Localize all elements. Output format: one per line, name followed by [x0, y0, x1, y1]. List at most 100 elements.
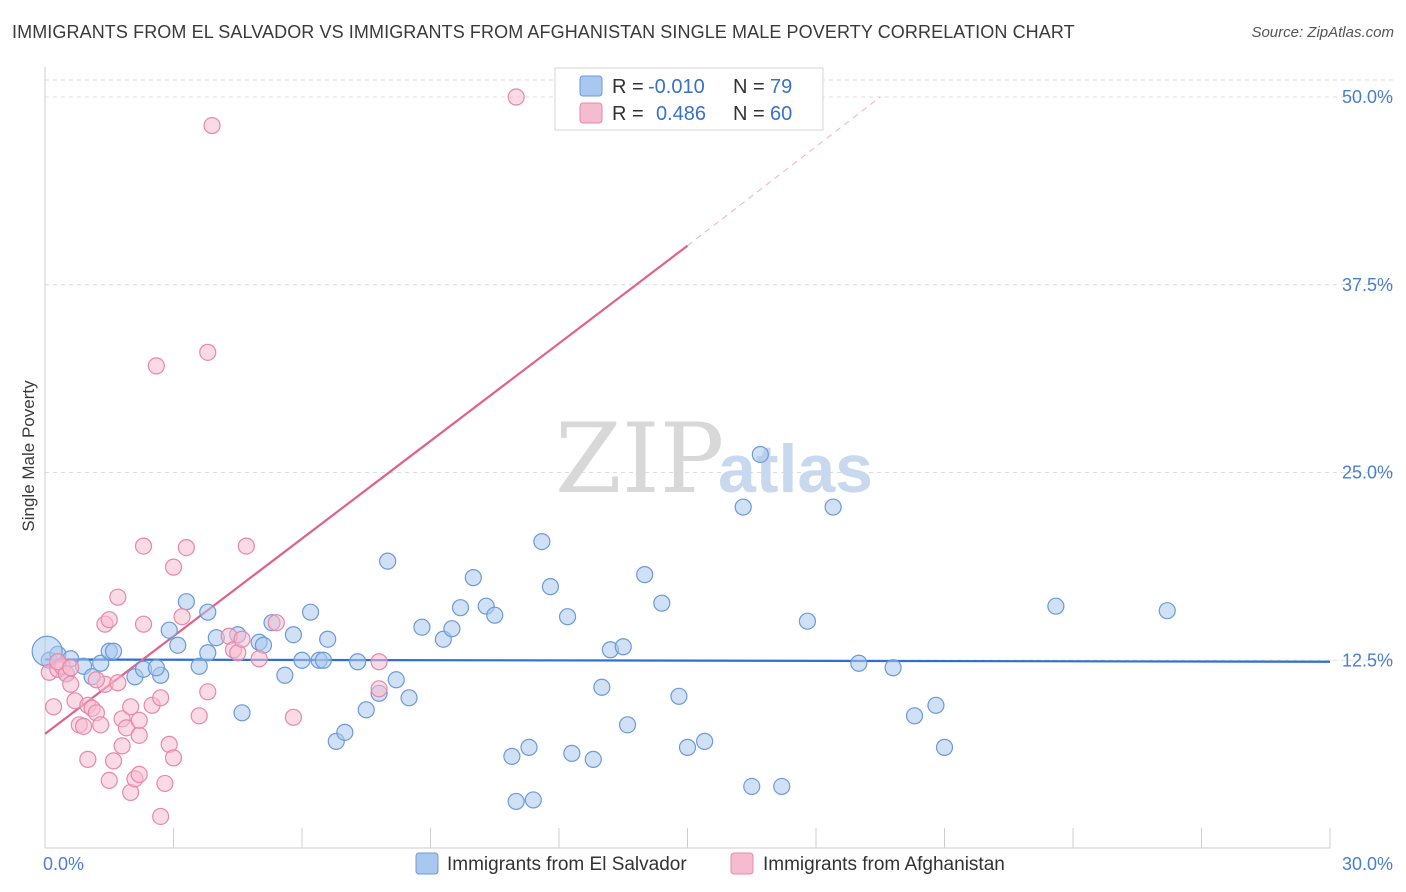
point-blue-6 [92, 654, 110, 672]
y-tick-label-0: 12.5% [1342, 650, 1393, 670]
trend-line-extension-pink [687, 96, 881, 247]
x-tick-label-0: 0.0% [43, 854, 84, 874]
point-blue-42 [464, 569, 482, 587]
y-tick-label-3: 50.0% [1342, 87, 1393, 107]
legend-r-value-2: 0.486 [656, 103, 706, 125]
point-pink-36 [164, 749, 183, 767]
point-pink-31 [152, 807, 170, 826]
bottom-legend-label-2: Immigrants from Afghanistan [763, 854, 1005, 875]
legend-swatch-pink [579, 102, 603, 124]
point-blue-66 [773, 777, 791, 796]
point-pink-13 [92, 716, 110, 734]
point-blue-48 [524, 791, 542, 809]
point-pink-41 [199, 683, 217, 701]
point-blue-37 [400, 689, 418, 707]
point-pink-39 [190, 707, 208, 725]
point-blue-68 [824, 498, 842, 516]
point-blue-65 [751, 445, 769, 464]
point-pink-5 [62, 675, 80, 693]
legend-n-value-1: 79 [770, 76, 792, 98]
point-blue-41 [451, 599, 470, 617]
point-blue-73 [935, 738, 954, 756]
legend-r-label-2: R = [612, 103, 644, 125]
point-blue-72 [927, 696, 945, 714]
point-blue-38 [413, 618, 431, 636]
point-pink-58 [130, 711, 148, 729]
point-pink-48 [250, 650, 268, 668]
point-blue-78 [314, 651, 333, 669]
legend-n-value-2: 60 [770, 103, 792, 125]
point-blue-16 [199, 603, 217, 621]
point-blue-50 [541, 578, 560, 596]
point-blue-56 [614, 638, 632, 656]
point-blue-24 [276, 666, 294, 684]
point-pink-51 [370, 653, 388, 671]
point-pink-16 [100, 611, 118, 629]
point-blue-67 [798, 612, 817, 630]
point-blue-58 [636, 566, 654, 584]
point-blue-70 [884, 659, 902, 677]
point-blue-40 [443, 620, 461, 638]
point-blue-64 [743, 777, 761, 796]
point-blue-13 [169, 636, 187, 654]
point-blue-62 [696, 732, 714, 750]
point-blue-59 [653, 594, 671, 612]
y-axis-label: Single Male Poverty [19, 380, 38, 532]
x-tick-label-1: 30.0% [1342, 854, 1393, 874]
correlation-legend: R = -0.010 N = 79 R = 0.486 N = 60 [554, 67, 824, 131]
point-pink-33 [156, 774, 174, 793]
point-blue-57 [618, 716, 637, 734]
point-blue-53 [584, 750, 602, 768]
point-blue-36 [387, 671, 405, 689]
trend-line-pink [44, 244, 689, 735]
axes [44, 67, 1331, 849]
point-pink-8 [74, 717, 93, 735]
point-pink-40 [199, 343, 217, 361]
chart-title: IMMIGRANTS FROM EL SALVADOR VS IMMIGRANT… [12, 22, 1075, 42]
y-tick-label-2: 37.5% [1342, 275, 1393, 295]
point-blue-12 [160, 621, 178, 639]
point-pink-35 [164, 558, 183, 576]
point-pink-32 [152, 689, 170, 707]
point-pink-30 [147, 357, 165, 375]
bottom-legend-swatch-blue [415, 852, 439, 875]
point-pink-38 [177, 538, 195, 557]
point-blue-77 [147, 659, 165, 677]
point-pink-50 [284, 708, 303, 726]
point-blue-27 [301, 603, 320, 621]
point-blue-69 [850, 654, 868, 672]
watermark-atlas: atlas [718, 431, 873, 507]
point-pink-18 [104, 752, 123, 770]
source-label: Source: ZipAtlas.com [1251, 24, 1394, 41]
point-blue-32 [349, 653, 367, 671]
point-pink-47 [237, 537, 255, 555]
point-pink-27 [134, 537, 153, 555]
point-pink-56 [109, 674, 127, 692]
bottom-legend-swatch-pink [730, 852, 754, 875]
point-pink-52 [370, 680, 388, 698]
point-pink-57 [62, 659, 80, 677]
point-blue-29 [319, 630, 337, 648]
point-blue-54 [593, 678, 611, 696]
point-blue-14 [177, 593, 195, 611]
point-blue-8 [104, 642, 123, 660]
point-blue-15 [190, 657, 208, 675]
point-blue-25 [284, 626, 303, 644]
watermark-zip: ZIP [555, 403, 724, 515]
point-pink-37 [173, 608, 191, 626]
point-blue-46 [507, 792, 525, 811]
point-blue-17 [199, 644, 217, 662]
point-pink-59 [113, 737, 131, 755]
gridlines [45, 79, 1393, 661]
point-blue-60 [670, 687, 688, 705]
point-blue-44 [486, 606, 504, 624]
point-blue-33 [357, 701, 375, 719]
legend-r-label-1: R = [612, 76, 644, 98]
point-blue-31 [336, 723, 354, 741]
point-blue-74 [1047, 597, 1065, 615]
point-blue-45 [503, 747, 521, 765]
point-pink-46 [233, 630, 251, 648]
point-blue-75 [1158, 602, 1176, 620]
x-tick-labels: 0.0% 30.0% [43, 854, 1393, 874]
